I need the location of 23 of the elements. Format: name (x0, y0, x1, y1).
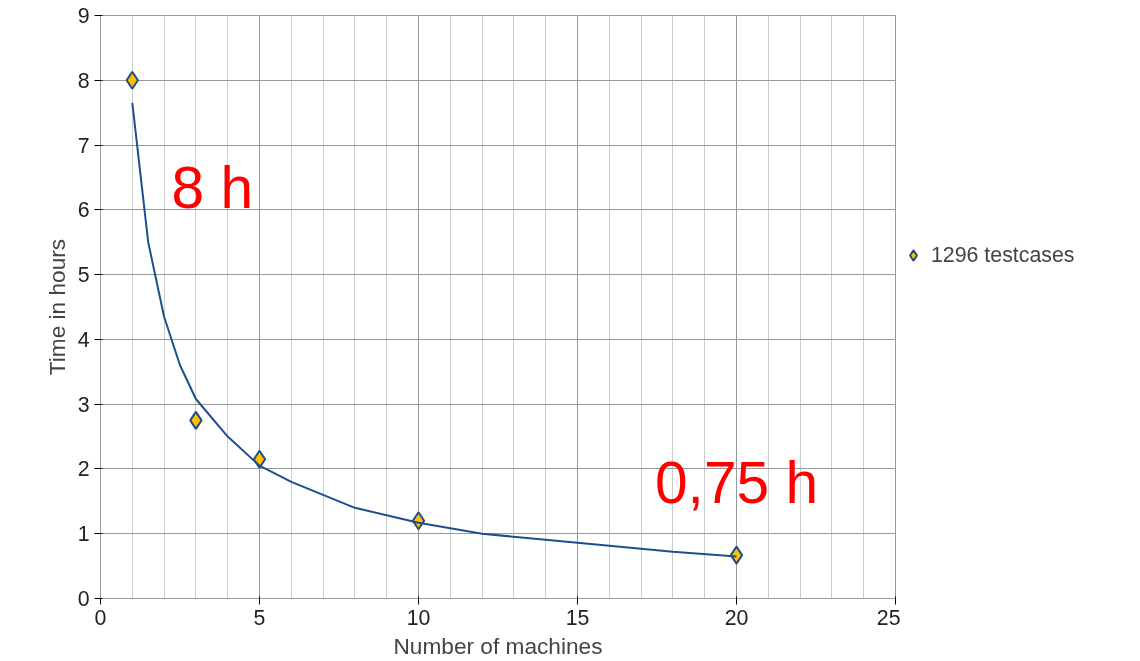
y-tick-label: 9 (77, 4, 90, 28)
y-tick-label: 0 (77, 587, 90, 611)
y-tick-label: 2 (77, 457, 90, 482)
x-tick-label: 0 (94, 605, 107, 630)
y-tick-label: 1 (77, 522, 90, 547)
annotation: 8 h (171, 155, 254, 221)
point (189, 410, 203, 430)
y-tick-label: 8 (77, 68, 90, 93)
y-tick-label: 5 (77, 263, 90, 288)
x-tick-label: 5 (253, 605, 266, 630)
x-tick-label: 10 (406, 605, 431, 630)
x-tick-label: 25 (876, 605, 901, 630)
y-tick-label: 4 (77, 327, 90, 352)
x-axis-title: Number of machines (393, 632, 603, 659)
annotation: 0,75 h (654, 450, 819, 516)
x-tick-label: 20 (724, 605, 749, 630)
y-tick-label: 6 (77, 198, 90, 223)
x-tick-label: 15 (565, 605, 590, 630)
y-axis-title: Time in hours (43, 238, 70, 376)
y-tick-label: 7 (77, 133, 90, 158)
point (125, 70, 139, 90)
legend-label: 1296 testcases (931, 242, 1075, 268)
y-tick-label: 3 (77, 392, 90, 417)
